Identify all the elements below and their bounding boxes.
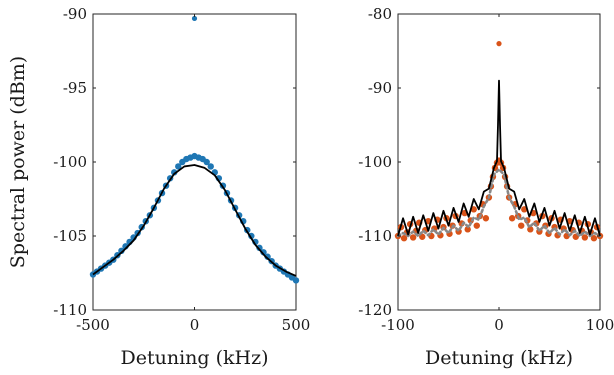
- left-y-tick-label: -100: [53, 153, 87, 171]
- left-points-point: [264, 253, 271, 260]
- left-y-tick-label: -95: [63, 79, 87, 97]
- right-points-point: [527, 226, 534, 233]
- right-chart: -100 0 100 -80 -90 -100 -110 -120 Detuning (kHz…: [358, 5, 614, 369]
- right-points-point: [518, 222, 525, 229]
- left-outlier-point: [191, 15, 198, 22]
- left-y-tick-label: -105: [53, 227, 87, 245]
- right-x-axis-label: Detuning (kHz): [425, 347, 573, 369]
- right-points-point: [400, 235, 408, 242]
- left-points-point: [118, 247, 125, 254]
- left-x-tick-label: -500: [76, 316, 110, 334]
- right-axis-ticks: -100 0 100 -80 -90 -100 -110 -120: [358, 5, 614, 334]
- right-data-points: [394, 41, 604, 242]
- left-points-point: [175, 163, 182, 170]
- right-x-tick-label: -100: [381, 316, 415, 334]
- left-y-tick-label: -90: [63, 5, 87, 23]
- right-y-tick-label: -80: [368, 5, 392, 23]
- right-model-lines: [396, 79, 602, 238]
- left-points-point: [260, 249, 267, 256]
- right-y-tick-label: -110: [358, 227, 392, 245]
- right-points-point: [581, 234, 589, 241]
- right-y-tick-label: -120: [358, 301, 392, 319]
- left-x-axis-label: Detuning (kHz): [120, 347, 268, 369]
- right-y-tick-label: -90: [368, 79, 392, 97]
- right-x-tick-label: 100: [586, 316, 614, 334]
- left-x-tick-label: 500: [282, 316, 311, 334]
- left-fit-line: [92, 164, 297, 277]
- left-plot-frame: [92, 13, 297, 311]
- left-points-point: [256, 244, 263, 252]
- left-y-axis-label: Spectral power (dBm): [7, 56, 29, 268]
- left-points-point: [292, 277, 300, 284]
- right-points-point: [409, 234, 417, 241]
- right-x-tick-label: 0: [494, 316, 504, 334]
- right-y-tick-label: -100: [358, 153, 392, 171]
- left-fit-lines: [92, 164, 297, 277]
- left-axis-ticks: -500 0 500 -90 -95 -100 -105 -110: [53, 5, 310, 334]
- left-points-point: [207, 163, 214, 170]
- right-outlier-point: [496, 41, 502, 47]
- right-points-point: [482, 215, 490, 222]
- right-points-point: [464, 226, 471, 233]
- left-data-points: [89, 15, 300, 284]
- right-points-point: [590, 235, 598, 242]
- right-points-point: [508, 215, 516, 222]
- left-points-point: [203, 158, 210, 166]
- right-model-solid-line: [397, 79, 601, 237]
- left-x-tick-label: 0: [190, 316, 200, 334]
- left-points-point: [171, 169, 178, 176]
- left-y-tick-label: -110: [53, 301, 87, 319]
- right-points-point: [473, 222, 480, 229]
- left-chart: -500 0 500 -90 -95 -100 -105 -110 Detuning (kHz…: [7, 5, 310, 369]
- right-model-dotted-line: [396, 168, 602, 238]
